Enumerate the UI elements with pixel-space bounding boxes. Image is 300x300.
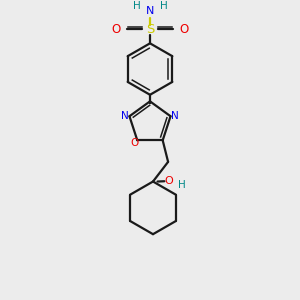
Text: N: N xyxy=(171,111,179,121)
Text: O: O xyxy=(130,138,138,148)
Text: H: H xyxy=(178,180,185,190)
Text: O: O xyxy=(179,23,188,36)
Text: S: S xyxy=(146,23,154,36)
Text: H: H xyxy=(160,1,167,11)
Text: O: O xyxy=(112,23,121,36)
Text: O: O xyxy=(164,176,173,186)
Text: N: N xyxy=(121,111,129,121)
Text: H: H xyxy=(133,1,140,11)
Text: N: N xyxy=(146,6,154,16)
